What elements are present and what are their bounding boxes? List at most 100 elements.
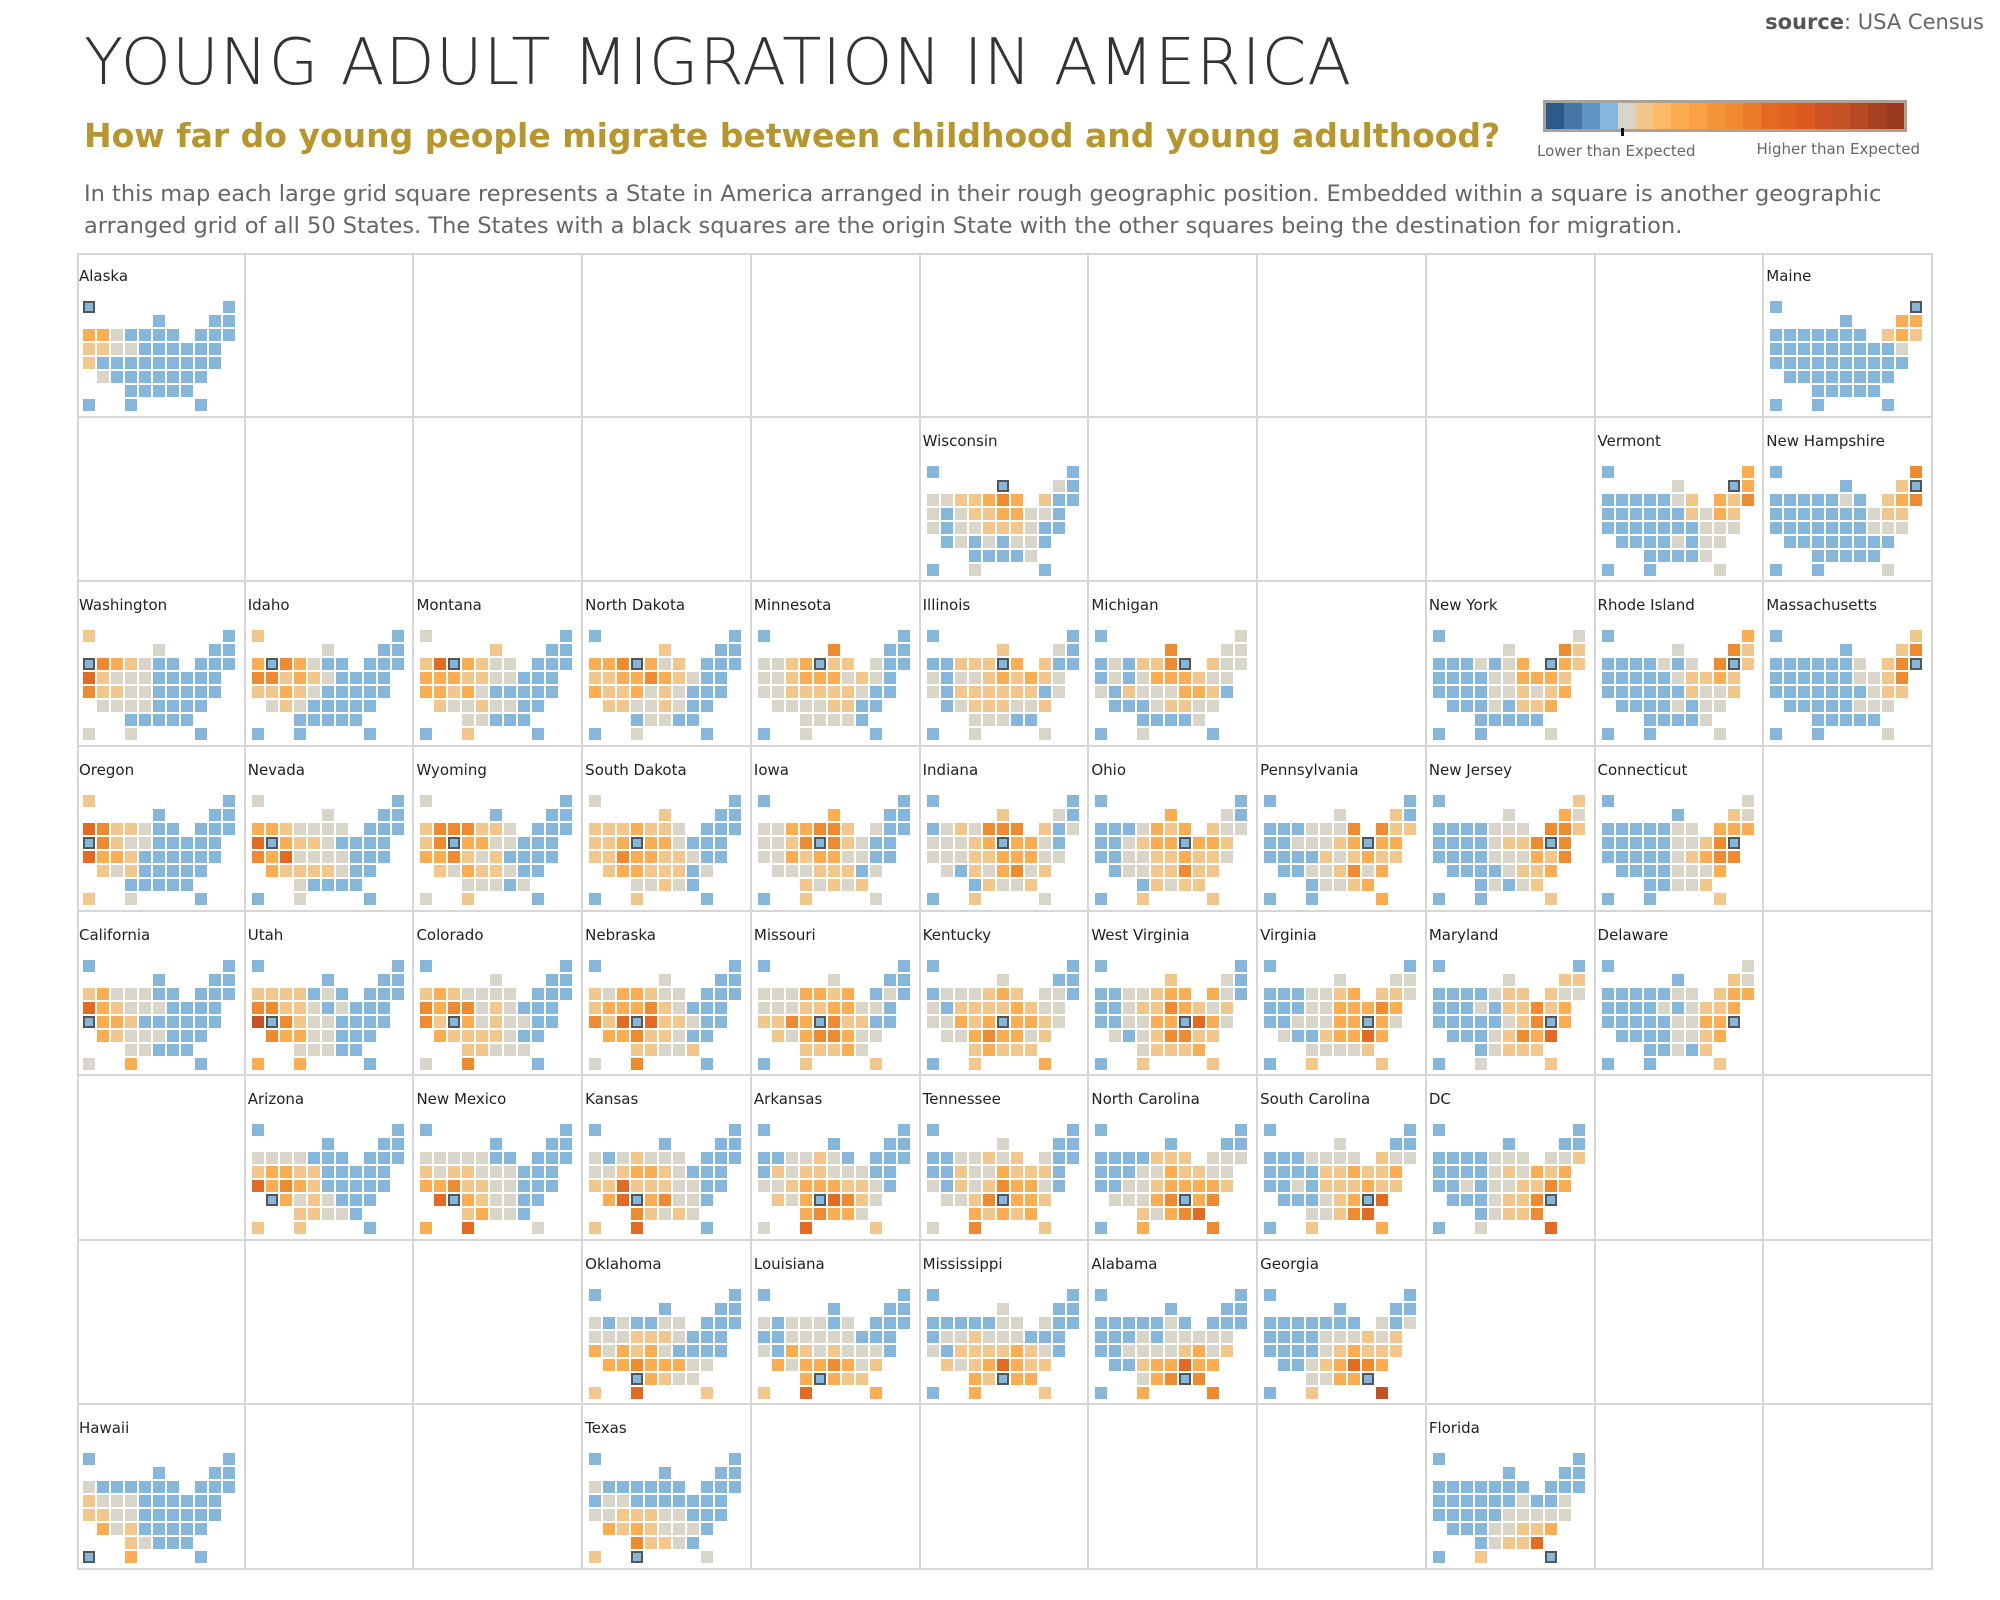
destination-tile-utah [1446,1015,1459,1028]
destination-tile-utah [771,1015,784,1028]
destination-tile-georgia [181,878,193,891]
destination-tile-delaware [715,1180,728,1193]
destination-tile-michigan [1010,822,1023,835]
destination-tile-nebraska [968,686,981,699]
destination-tile-pennsylvania [687,672,700,685]
destination-tile-wisconsin [1840,479,1853,492]
destination-tile-massachusetts [560,987,573,1000]
destination-tile-maine [1404,1288,1417,1301]
destination-tile-delaware [546,1015,559,1028]
destination-tile-massachusetts [1741,658,1754,671]
state-label: Alaska [79,267,129,285]
destination-tile-delaware [1390,1015,1403,1028]
destination-tile-idaho [771,1316,784,1329]
destination-tile-california [1601,686,1614,699]
destination-tile-new-jersey [1882,343,1895,355]
destination-tile-delaware [209,1015,221,1028]
destination-tile-illinois [827,987,840,1000]
destination-tile-rhode-island [1727,822,1740,835]
destination-tile-montana [111,1481,123,1494]
destination-tile-massachusetts [1066,658,1079,671]
destination-tile-alaska [589,794,602,807]
destination-tile-nebraska [293,686,306,699]
destination-tile-wyoming [785,1001,798,1014]
destination-tile-florida [701,1057,714,1070]
destination-tile-alabama [1348,1208,1361,1221]
destination-tile-alaska [1432,959,1445,972]
destination-tile-wyoming [279,1166,292,1179]
destination-tile-iowa [1488,1495,1501,1508]
destination-tile-maryland [1207,1180,1220,1193]
destination-tile-texas [968,892,981,905]
destination-tile-north-dakota [1137,658,1150,671]
state-cell-wyoming: Wyoming [414,746,584,912]
destination-tile-massachusetts [729,987,742,1000]
destination-tile-new-mexico [1460,864,1473,877]
destination-tile-connecticut [209,1495,221,1508]
destination-tile-dc [869,1194,882,1207]
destination-tile-florida [1713,728,1726,741]
destination-tile-dc [363,700,376,713]
destination-tile-idaho [1615,987,1628,1000]
destination-tile-connecticut [1558,672,1571,685]
destination-tile-kansas [1137,1029,1150,1042]
destination-tile-north-dakota [462,987,475,1000]
destination-tile-new-jersey [1207,1330,1220,1343]
destination-tile-massachusetts [729,658,742,671]
destination-tile-new-hampshire [560,808,573,821]
destination-tile-maryland [1713,850,1726,863]
destination-tile-georgia [1530,878,1543,891]
destination-tile-connecticut [546,836,559,849]
destination-tile-oregon [1432,1166,1445,1179]
destination-tile-delaware [1896,357,1909,369]
destination-tile-wisconsin [321,1138,334,1151]
empty-cell [77,417,246,583]
destination-tile-louisiana [813,714,826,727]
destination-tile-maryland [701,1509,714,1522]
destination-tile-washington [1264,987,1277,1000]
destination-tile-florida [1038,563,1051,576]
destination-tile-new-mexico [448,864,461,877]
destination-tile-massachusetts [1235,658,1248,671]
destination-tile-new-jersey [195,1001,207,1014]
destination-tile-south-carolina [1024,1029,1037,1042]
destination-tile-georgia [181,1043,193,1056]
destination-tile-delaware [1052,1015,1065,1028]
destination-tile-new-mexico [954,535,967,548]
destination-tile-colorado [785,1344,798,1357]
destination-tile-kentucky [659,1344,672,1357]
destination-tile-tennessee [321,1029,334,1042]
destination-tile-idaho [940,987,953,1000]
destination-tile-west-virginia [1179,1180,1192,1193]
destination-tile-new-york [701,1152,714,1165]
destination-tile-montana [617,987,630,1000]
state-label: Mississippi [922,1254,1003,1273]
destination-tile-missouri [982,521,995,534]
state-label: Missouri [753,925,816,944]
destination-tile-georgia [1530,714,1543,727]
destination-tile-iowa [1151,1001,1164,1014]
destination-tile-ohio [673,672,686,685]
destination-tile-alaska [926,630,939,643]
destination-tile-new-york [195,658,207,671]
destination-tile-nebraska [125,357,137,369]
destination-tile-louisiana [1657,878,1670,891]
destination-tile-connecticut [377,1166,390,1179]
state-cell-mississippi: Mississippi [920,1240,1090,1406]
destination-tile-utah [434,686,447,699]
destination-tile-dc [1544,1029,1557,1042]
destination-tile-new-mexico [1123,1358,1136,1371]
destination-tile-florida [1376,892,1389,905]
destination-tile-dc [363,864,376,877]
destination-tile-indiana [153,343,165,355]
empty-cell [751,1405,921,1570]
destination-tile-new-hampshire [1404,1138,1417,1151]
destination-tile-north-carolina [673,1358,686,1371]
destination-tile-nevada [940,507,953,520]
destination-tile-georgia [1193,714,1206,727]
destination-tile-iowa [813,1166,826,1179]
destination-tile-indiana [1840,672,1853,685]
destination-tile-kentucky [490,1015,503,1028]
destination-tile-montana [1798,658,1811,671]
destination-tile-maine [1572,1124,1585,1137]
